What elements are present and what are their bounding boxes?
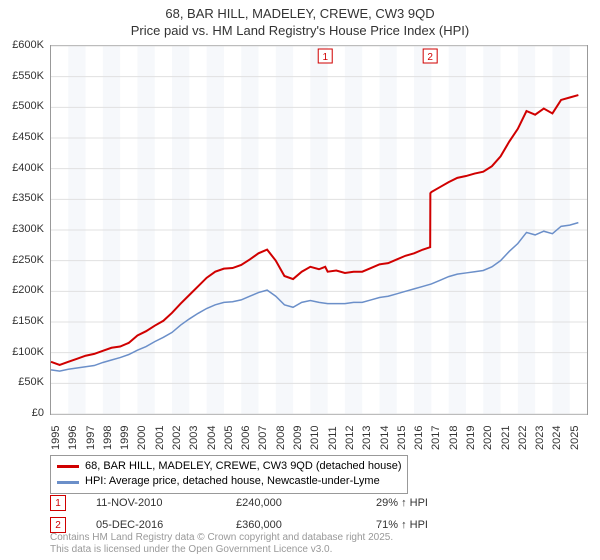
x-tick-label: 2013 — [361, 426, 373, 450]
y-tick-label: £550K — [12, 70, 44, 82]
legend: 68, BAR HILL, MADELEY, CREWE, CW3 9QD (d… — [50, 455, 408, 494]
svg-text:1: 1 — [322, 52, 328, 63]
transaction-price: £360,000 — [236, 519, 376, 531]
y-tick-label: £50K — [18, 376, 44, 388]
y-tick-label: £600K — [12, 39, 44, 51]
x-tick-label: 2016 — [413, 426, 425, 450]
y-tick-label: £300K — [12, 223, 44, 235]
chart-container: 68, BAR HILL, MADELEY, CREWE, CW3 9QD Pr… — [0, 0, 600, 560]
y-tick-label: £200K — [12, 284, 44, 296]
y-tick-label: £0 — [32, 407, 44, 419]
x-tick-label: 2002 — [171, 426, 183, 450]
y-tick-label: £250K — [12, 254, 44, 266]
transaction-marker: 2 — [50, 517, 66, 533]
y-tick-label: £450K — [12, 131, 44, 143]
y-tick-label: £150K — [12, 315, 44, 327]
transaction-hpi: 71% ↑ HPI — [376, 519, 516, 531]
transaction-marker: 1 — [50, 495, 66, 511]
x-tick-label: 1999 — [119, 426, 131, 450]
x-tick-label: 2025 — [569, 426, 581, 450]
x-tick-label: 2009 — [292, 426, 304, 450]
x-tick-label: 2019 — [465, 426, 477, 450]
x-tick-label: 1996 — [67, 426, 79, 450]
x-tick-label: 2004 — [206, 426, 218, 450]
transaction-row: 1 11-NOV-2010£240,00029% ↑ HPI — [50, 495, 516, 511]
transaction-date: 11-NOV-2010 — [96, 497, 236, 509]
x-tick-label: 2000 — [136, 426, 148, 450]
chart-title-line1: 68, BAR HILL, MADELEY, CREWE, CW3 9QD — [0, 6, 600, 23]
title-area: 68, BAR HILL, MADELEY, CREWE, CW3 9QD Pr… — [0, 0, 600, 40]
x-tick-label: 2021 — [500, 426, 512, 450]
x-tick-label: 2014 — [379, 426, 391, 450]
x-tick-label: 2020 — [482, 426, 494, 450]
x-tick-label: 2005 — [223, 426, 235, 450]
x-tick-label: 2015 — [396, 426, 408, 450]
svg-text:2: 2 — [427, 52, 433, 63]
transaction-date: 05-DEC-2016 — [96, 519, 236, 531]
plot-svg: 12 — [51, 46, 587, 414]
legend-swatch — [57, 481, 79, 484]
x-tick-label: 2001 — [154, 426, 166, 450]
x-tick-label: 2023 — [534, 426, 546, 450]
y-tick-label: £500K — [12, 100, 44, 112]
y-tick-label: £400K — [12, 162, 44, 174]
y-tick-label: £350K — [12, 192, 44, 204]
transaction-price: £240,000 — [236, 497, 376, 509]
legend-item: HPI: Average price, detached house, Newc… — [57, 474, 401, 489]
x-tick-label: 2011 — [327, 426, 339, 450]
x-axis-labels: 1995 1996 1997 1998 1999 2000 2001 2002 2003 2004… — [50, 418, 588, 458]
x-tick-label: 2008 — [275, 426, 287, 450]
x-tick-label: 1998 — [102, 426, 114, 450]
x-tick-label: 1997 — [85, 426, 97, 450]
y-axis-labels: £0£50K£100K£150K£200K£250K£300K£350K£400… — [0, 37, 48, 415]
x-tick-label: 2006 — [240, 426, 252, 450]
y-tick-label: £100K — [12, 346, 44, 358]
x-tick-label: 2012 — [344, 426, 356, 450]
x-tick-label: 2018 — [448, 426, 460, 450]
transaction-row: 2 05-DEC-2016£360,00071% ↑ HPI — [50, 517, 516, 533]
x-tick-label: 1995 — [50, 426, 62, 450]
x-tick-label: 2017 — [430, 426, 442, 450]
legend-swatch — [57, 465, 79, 468]
plot-area: 12 — [50, 45, 588, 415]
legend-label: 68, BAR HILL, MADELEY, CREWE, CW3 9QD (d… — [85, 459, 401, 474]
x-tick-label: 2003 — [188, 426, 200, 450]
legend-label: HPI: Average price, detached house, Newc… — [85, 474, 380, 489]
x-tick-label: 2007 — [257, 426, 269, 450]
x-tick-label: 2024 — [551, 426, 563, 450]
copyright: Contains HM Land Registry data © Crown c… — [50, 532, 393, 556]
transaction-hpi: 29% ↑ HPI — [376, 497, 516, 509]
x-tick-label: 2010 — [309, 426, 321, 450]
chart-title-line2: Price paid vs. HM Land Registry's House … — [0, 23, 600, 40]
legend-item: 68, BAR HILL, MADELEY, CREWE, CW3 9QD (d… — [57, 459, 401, 474]
x-tick-label: 2022 — [517, 426, 529, 450]
copyright-line2: This data is licensed under the Open Gov… — [50, 544, 393, 556]
copyright-line1: Contains HM Land Registry data © Crown c… — [50, 532, 393, 544]
